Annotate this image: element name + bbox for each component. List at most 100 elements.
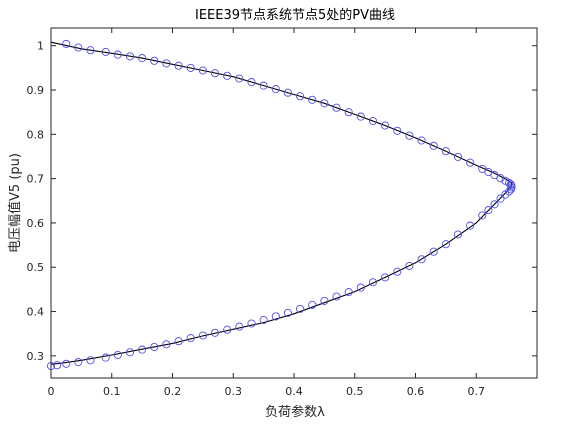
pv-data-point — [368, 278, 378, 287]
pv-data-point — [393, 126, 402, 135]
pv-data-point — [320, 99, 329, 108]
axis-ticks: 0 0.1 0.2 0.3 0.4 0.5 0.6 0.7 0.3 0.4 0.5 0.6 0.7 0.8… — [27, 28, 537, 398]
pv-data-point — [505, 179, 514, 188]
pv-data-point — [198, 331, 207, 340]
pv-data-point — [506, 185, 515, 194]
pv-data-point — [496, 194, 505, 203]
pv-data-point — [174, 61, 183, 70]
x-axis-label: 负荷参数λ — [265, 404, 325, 420]
pv-data-point — [466, 221, 475, 230]
pv-data-point — [223, 71, 232, 80]
pv-data-point — [150, 342, 159, 352]
pv-data-point — [74, 43, 83, 52]
pv-data-point — [478, 211, 487, 220]
pv-data-point — [344, 108, 353, 117]
pv-data-point — [283, 88, 292, 97]
x-tick-label: 0 — [48, 385, 55, 398]
pv-data-point — [490, 200, 499, 209]
pv-data-point — [113, 350, 122, 360]
y-tick-label: 0.3 — [27, 350, 45, 363]
pv-data-point — [247, 78, 256, 87]
pv-data-point — [125, 348, 135, 357]
pv-data-point — [381, 121, 390, 130]
x-tick-label: 0.7 — [468, 385, 486, 398]
pv-data-point — [101, 47, 110, 56]
x-tick-label: 0.5 — [346, 385, 364, 398]
pv-data-point — [308, 300, 317, 309]
pv-data-point — [296, 92, 305, 101]
y-tick-label: 0.5 — [27, 261, 45, 274]
pv-data-point — [62, 39, 71, 48]
pv-data-point — [210, 328, 220, 337]
pv-data-point — [496, 174, 505, 183]
y-tick-label: 1 — [37, 40, 44, 53]
pv-data-point — [308, 95, 317, 104]
pv-data-point — [271, 85, 280, 94]
pv-data-point — [113, 50, 122, 59]
pv-data-point — [62, 359, 71, 368]
pv-data-point — [271, 312, 280, 321]
pv-data-point — [210, 69, 220, 78]
pv-data-point — [125, 52, 135, 61]
pv-data-point — [344, 288, 353, 297]
pv-data-point — [356, 283, 365, 292]
y-tick-label: 0.9 — [27, 84, 45, 97]
x-tick-label: 0.4 — [285, 385, 303, 398]
pv-data-point — [138, 54, 147, 63]
pv-data-point — [332, 292, 341, 301]
pv-data-point — [247, 319, 256, 328]
chart-title: IEEE39节点系统节点5处的PV曲线 — [195, 7, 395, 23]
pv-data-point — [86, 356, 95, 365]
pv-data-point — [296, 304, 305, 313]
y-tick-label: 0.8 — [27, 128, 45, 141]
pv-data-point — [320, 296, 329, 305]
pv-data-point — [223, 325, 232, 334]
pv-data-point — [198, 66, 207, 75]
pv-data-point — [332, 103, 341, 112]
pv-data-point — [417, 136, 426, 145]
pv-data-point — [186, 334, 195, 343]
pv-data-point — [441, 240, 450, 249]
y-tick-label: 0.7 — [27, 173, 45, 186]
pv-data-point — [417, 255, 426, 264]
pv-data-point — [405, 261, 414, 270]
pv-data-point — [501, 190, 510, 199]
axes-box — [50, 27, 538, 379]
pv-data-point — [150, 56, 159, 65]
x-tick-label: 0.1 — [103, 385, 121, 398]
pv-data-point — [453, 230, 463, 239]
pv-data-point — [74, 358, 83, 367]
pv-data-point — [453, 152, 463, 161]
pv-data-point — [138, 345, 147, 354]
pv-data-point — [259, 81, 268, 90]
x-tick-label: 0.6 — [407, 385, 425, 398]
pv-data-point — [174, 337, 183, 346]
pv-data-point — [235, 322, 244, 331]
pv-data-point — [393, 267, 402, 276]
pv-data-point — [484, 206, 493, 215]
pv-data-point — [429, 247, 438, 256]
pv-data-point — [86, 46, 95, 55]
pv-data-point — [405, 131, 414, 140]
plot-area — [46, 39, 516, 371]
pv-data-point — [162, 340, 171, 349]
pv-data-point — [235, 74, 244, 83]
pv-data-point — [162, 59, 171, 68]
pv-data-point — [356, 112, 365, 121]
pv-data-point — [101, 353, 110, 362]
y-tick-label: 0.6 — [27, 217, 45, 230]
pv-data-point — [259, 315, 268, 325]
pv-data-point — [186, 63, 195, 72]
pv-data-point — [441, 147, 450, 156]
pv-data-point — [368, 116, 378, 126]
pv-data-point — [381, 273, 390, 282]
pv-data-point — [429, 141, 438, 150]
x-tick-label: 0.3 — [225, 385, 243, 398]
pv-data-point — [283, 308, 292, 317]
y-axis-label: 电压幅值V5 (pu) — [7, 153, 23, 253]
x-tick-label: 0.2 — [164, 385, 182, 398]
pv-data-point — [466, 158, 475, 167]
pv-data-point — [53, 361, 62, 370]
